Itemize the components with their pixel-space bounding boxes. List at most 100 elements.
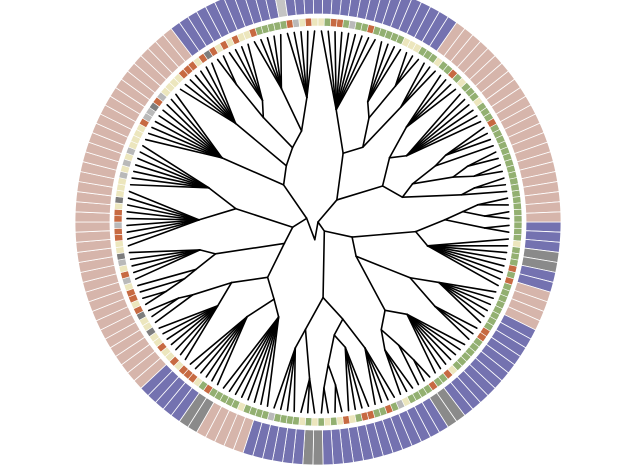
branch: [426, 245, 505, 267]
branch: [335, 35, 363, 111]
branch: [179, 88, 237, 125]
branch: [195, 253, 217, 271]
branch: [438, 281, 492, 306]
branch: [335, 31, 343, 111]
branch: [294, 328, 307, 349]
branch: [406, 313, 442, 370]
branch: [261, 99, 265, 119]
inner-segment: [512, 196, 522, 204]
branch: [335, 108, 344, 155]
branch: [144, 290, 167, 306]
branch: [334, 384, 337, 414]
branch: [266, 276, 275, 300]
branch: [366, 48, 402, 103]
branch: [426, 245, 508, 254]
branch: [405, 109, 474, 157]
branch: [170, 304, 219, 346]
outer-segment: [312, 429, 324, 466]
inner-segment: [513, 215, 523, 223]
branch: [366, 46, 396, 103]
branch: [394, 55, 414, 87]
branch: [126, 219, 200, 227]
branch: [364, 347, 396, 398]
branch: [472, 164, 502, 178]
branch: [327, 30, 337, 111]
branch: [380, 309, 386, 331]
branch: [368, 85, 397, 119]
branch: [170, 98, 223, 159]
branch: [405, 104, 470, 157]
branch: [355, 255, 411, 279]
branch: [344, 346, 363, 409]
branch: [131, 177, 210, 189]
branch: [406, 313, 436, 374]
branch: [139, 151, 210, 189]
branch: [313, 221, 319, 241]
branch: [473, 183, 507, 189]
branch: [304, 328, 311, 380]
branch: [438, 281, 482, 324]
branch: [162, 304, 219, 335]
branch: [282, 164, 288, 186]
branch: [177, 294, 194, 299]
branch: [438, 281, 489, 312]
branch: [147, 297, 180, 312]
branch: [452, 165, 469, 178]
branch: [323, 387, 330, 414]
inner-segment: [114, 202, 124, 211]
inner-segment: [311, 417, 319, 427]
branch: [235, 83, 265, 119]
inner-segment: [329, 18, 338, 28]
branch: [327, 363, 337, 386]
branch: [335, 32, 350, 111]
branch: [414, 230, 429, 247]
branch: [300, 30, 308, 99]
branch: [189, 315, 248, 365]
branch: [221, 157, 285, 186]
inner-segment: [114, 233, 124, 242]
branch: [335, 33, 357, 111]
branch: [405, 98, 466, 157]
outer-segment: [321, 429, 334, 466]
inner-segment: [113, 221, 123, 229]
branch: [282, 184, 308, 220]
branch: [342, 146, 364, 155]
branch: [460, 190, 508, 196]
branch: [175, 93, 223, 159]
branch: [137, 157, 210, 189]
branch: [413, 359, 431, 378]
branch: [476, 197, 509, 206]
branch: [273, 298, 280, 318]
branch: [366, 43, 389, 103]
branch: [200, 315, 248, 374]
branch: [129, 249, 201, 261]
branch: [333, 334, 347, 349]
inner-segment: [114, 240, 124, 248]
branch: [336, 152, 344, 201]
branch: [162, 109, 223, 159]
branch: [400, 66, 431, 108]
branch: [384, 349, 414, 389]
branch: [413, 359, 425, 382]
branch: [304, 296, 324, 331]
branch: [462, 204, 479, 213]
branch: [175, 304, 219, 351]
branch: [341, 318, 366, 349]
branch: [483, 215, 510, 220]
branch: [191, 281, 233, 296]
branch: [137, 268, 197, 287]
branch: [194, 74, 237, 125]
branch: [434, 305, 478, 329]
branch: [405, 93, 461, 157]
branch: [286, 32, 308, 99]
outer-segment: [312, 0, 324, 15]
branch: [401, 194, 463, 199]
branch: [293, 31, 308, 99]
branch: [406, 313, 461, 351]
branch: [411, 165, 437, 185]
branch: [397, 344, 415, 361]
branch: [462, 210, 486, 217]
branch: [355, 255, 386, 312]
branch: [262, 116, 294, 149]
